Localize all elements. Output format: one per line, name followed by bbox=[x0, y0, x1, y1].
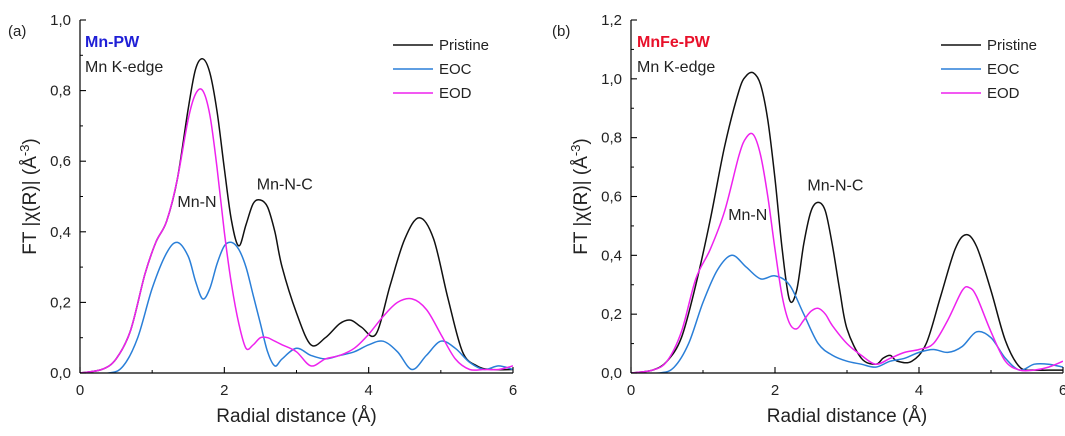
x-axis-label: Radial distance (Å) bbox=[767, 406, 928, 427]
x-tick-label: 2 bbox=[220, 382, 228, 399]
legend-entry-pristine: Pristine bbox=[439, 37, 489, 54]
y-tick-label: 1,0 bbox=[601, 71, 622, 88]
y-tick-label: 0,8 bbox=[50, 83, 71, 100]
annotation-mn-n: Mn-N bbox=[177, 194, 216, 211]
annotation-mn-n-c: Mn-N-C bbox=[257, 176, 313, 193]
edge-label: Mn K-edge bbox=[85, 59, 163, 76]
legend-entry-eod: EOD bbox=[439, 85, 472, 102]
y-tick-label: 0,2 bbox=[601, 306, 622, 323]
x-axis-label: Radial distance (Å) bbox=[216, 406, 377, 427]
series-line-eoc bbox=[80, 241, 513, 373]
legend-entry-eod: EOD bbox=[987, 85, 1020, 102]
y-tick-label: 0,8 bbox=[601, 130, 622, 147]
panel-a: 0,0 0,2 0,4 0,6 0,8 1,0 0 2 4 6 Radial distance (Å… bbox=[8, 12, 517, 427]
series-line-eod bbox=[631, 132, 1063, 373]
y-tick-label: 0,6 bbox=[50, 153, 71, 170]
annotation-mn-n: Mn-N bbox=[728, 207, 767, 224]
legend-entry-eoc: EOC bbox=[439, 61, 472, 78]
y-tick-label: 1,2 bbox=[601, 12, 622, 29]
y-tick-label: 0,4 bbox=[601, 247, 622, 264]
x-tick-label: 4 bbox=[364, 382, 372, 399]
x-tick-label: 0 bbox=[76, 382, 84, 399]
y-tick-label: 0,0 bbox=[50, 365, 71, 382]
panel-label: (a) bbox=[8, 23, 26, 40]
series-line-eoc bbox=[631, 254, 1063, 373]
legend-entry-eoc: EOC bbox=[987, 61, 1020, 78]
y-axis-label: FT |χ(R)| (Å-3) bbox=[568, 138, 592, 255]
y-tick-label: 0,2 bbox=[50, 294, 71, 311]
series-line-pristine bbox=[80, 57, 513, 373]
legend-entry-pristine: Pristine bbox=[987, 37, 1037, 54]
x-tick-label: 0 bbox=[627, 382, 635, 399]
y-axis-label: FT |χ(R)| (Å-3) bbox=[17, 138, 41, 255]
annotation-mn-n-c: Mn-N-C bbox=[807, 178, 863, 195]
series-line-eod bbox=[80, 88, 513, 373]
y-tick-label: 0,0 bbox=[601, 365, 622, 382]
x-tick-label: 2 bbox=[771, 382, 779, 399]
x-tick-label: 6 bbox=[509, 382, 517, 399]
x-tick-label: 6 bbox=[1059, 382, 1065, 399]
series-line-pristine bbox=[631, 71, 1063, 373]
x-tick-label: 4 bbox=[915, 382, 923, 399]
panel-b: 0,0 0,2 0,4 0,6 0,8 1,0 1,2 0 2 4 6 Radial distance… bbox=[552, 12, 1065, 427]
material-label: MnFe-PW bbox=[637, 34, 711, 51]
y-tick-label: 0,4 bbox=[50, 224, 71, 241]
y-tick-label: 0,6 bbox=[601, 189, 622, 206]
panel-label: (b) bbox=[552, 23, 570, 40]
y-tick-label: 1,0 bbox=[50, 12, 71, 29]
material-label: Mn-PW bbox=[85, 34, 140, 51]
edge-label: Mn K-edge bbox=[637, 59, 715, 76]
